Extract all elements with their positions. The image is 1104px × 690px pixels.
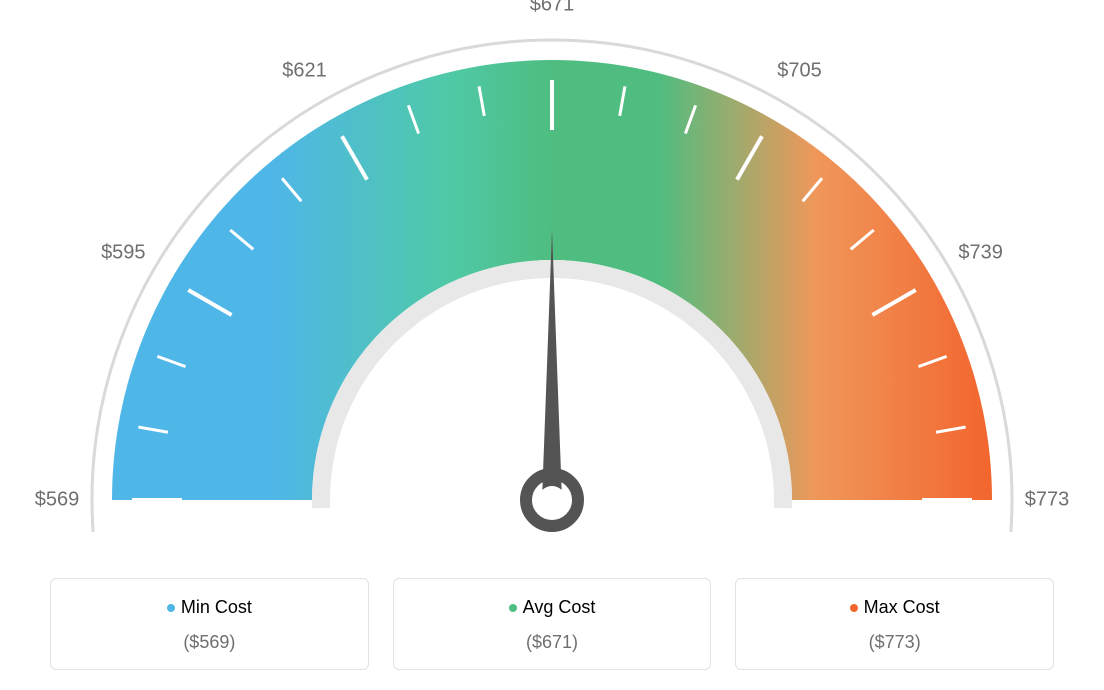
legend-title-min: Min Cost (61, 597, 358, 618)
legend-card-min: Min Cost ($569) (50, 578, 369, 670)
gauge-tick-label: $595 (101, 241, 146, 264)
gauge-tick-label: $705 (777, 60, 822, 83)
cost-gauge-chart: $569 $595 $621 $671 $705 $739 $773 Min Cost ($… (0, 0, 1104, 690)
legend-dot-min (167, 604, 175, 612)
legend-value-min: ($569) (61, 632, 358, 653)
legend-value-max: ($773) (746, 632, 1043, 653)
gauge-tick-label: $773 (1025, 489, 1070, 512)
legend-card-max: Max Cost ($773) (735, 578, 1054, 670)
gauge-tick-label: $569 (35, 489, 80, 512)
gauge-area: $569 $595 $621 $671 $705 $739 $773 (0, 0, 1104, 560)
legend-value-avg: ($671) (404, 632, 701, 653)
legend-label-max: Max Cost (864, 597, 940, 617)
legend-label-avg: Avg Cost (523, 597, 596, 617)
gauge-tick-label: $739 (958, 241, 1003, 264)
gauge-svg (0, 0, 1104, 560)
legend-label-min: Min Cost (181, 597, 252, 617)
legend-title-max: Max Cost (746, 597, 1043, 618)
gauge-tick-label: $671 (530, 0, 575, 17)
legend-dot-max (850, 604, 858, 612)
gauge-tick-label: $621 (282, 60, 327, 83)
legend-row: Min Cost ($569) Avg Cost ($671) Max Cost… (50, 578, 1054, 670)
legend-card-avg: Avg Cost ($671) (393, 578, 712, 670)
legend-dot-avg (509, 604, 517, 612)
legend-title-avg: Avg Cost (404, 597, 701, 618)
